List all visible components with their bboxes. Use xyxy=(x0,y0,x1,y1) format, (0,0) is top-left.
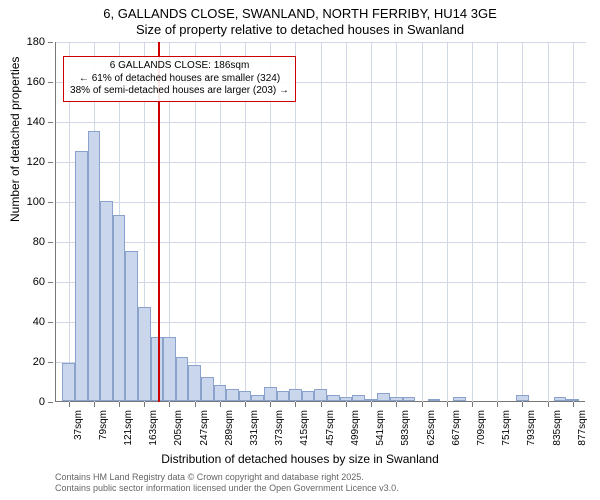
y-tick-label: 140 xyxy=(27,116,45,128)
histogram-bar xyxy=(340,397,353,401)
gridline-vertical xyxy=(396,42,397,402)
histogram-bar xyxy=(176,357,189,401)
annotation-line: 6 GALLANDS CLOSE: 186sqm xyxy=(70,60,289,73)
histogram-bar xyxy=(251,395,264,401)
x-tick-label: 835sqm xyxy=(552,410,563,446)
x-tick-label: 415sqm xyxy=(299,410,310,446)
histogram-bar xyxy=(62,363,75,401)
x-tick-label: 457sqm xyxy=(325,410,336,446)
histogram-chart: 6, GALLANDS CLOSE, SWANLAND, NORTH FERRI… xyxy=(0,0,600,500)
histogram-bar xyxy=(289,389,302,401)
histogram-bar xyxy=(365,399,378,401)
gridline-vertical xyxy=(422,42,423,402)
histogram-bar xyxy=(239,391,252,401)
gridline-vertical xyxy=(447,42,448,402)
x-tick-label: 163sqm xyxy=(148,410,159,446)
histogram-bar xyxy=(377,393,390,401)
histogram-bar xyxy=(566,399,579,401)
histogram-bar xyxy=(100,201,113,401)
histogram-bar xyxy=(264,387,277,401)
histogram-bar xyxy=(214,385,227,401)
histogram-bar xyxy=(277,391,290,401)
gridline-vertical xyxy=(472,42,473,402)
y-tick-label: 40 xyxy=(33,316,45,328)
annotation-line: ← 61% of detached houses are smaller (32… xyxy=(70,73,289,86)
histogram-bar xyxy=(314,389,327,401)
histogram-bar xyxy=(88,131,101,401)
x-tick-label: 373sqm xyxy=(274,410,285,446)
histogram-bar xyxy=(75,151,88,401)
histogram-bar xyxy=(113,215,126,401)
annotation-line: 38% of semi-detached houses are larger (… xyxy=(70,85,289,98)
x-tick-label: 247sqm xyxy=(199,410,210,446)
y-tick-label: 60 xyxy=(33,276,45,288)
histogram-bar xyxy=(403,397,416,401)
gridline-vertical xyxy=(573,42,574,402)
y-tick-label: 80 xyxy=(33,236,45,248)
gridline-vertical xyxy=(497,42,498,402)
chart-title-line1: 6, GALLANDS CLOSE, SWANLAND, NORTH FERRI… xyxy=(0,6,600,21)
x-tick-label: 877sqm xyxy=(577,410,588,446)
gridline-vertical xyxy=(371,42,372,402)
x-tick-label: 79sqm xyxy=(98,410,109,446)
y-tick-label: 20 xyxy=(33,356,45,368)
y-tick-label: 180 xyxy=(27,36,45,48)
histogram-bar xyxy=(352,395,365,401)
attribution-text: Contains HM Land Registry data © Crown c… xyxy=(55,472,399,494)
x-tick-label: 499sqm xyxy=(350,410,361,446)
annotation-box: 6 GALLANDS CLOSE: 186sqm← 61% of detache… xyxy=(63,56,296,102)
gridline-vertical xyxy=(522,42,523,402)
x-tick-label: 205sqm xyxy=(173,410,184,446)
histogram-bar xyxy=(554,397,567,401)
histogram-bar xyxy=(201,377,214,401)
gridline-vertical xyxy=(346,42,347,402)
attribution-line1: Contains HM Land Registry data © Crown c… xyxy=(55,472,399,483)
y-tick-label: 160 xyxy=(27,76,45,88)
y-tick-label: 120 xyxy=(27,156,45,168)
histogram-bar xyxy=(151,337,164,401)
gridline-vertical xyxy=(321,42,322,402)
x-tick-label: 751sqm xyxy=(501,410,512,446)
x-tick-label: 331sqm xyxy=(249,410,260,446)
gridline-vertical xyxy=(548,42,549,402)
x-tick-label: 709sqm xyxy=(476,410,487,446)
histogram-bar xyxy=(125,251,138,401)
x-tick-label: 667sqm xyxy=(451,410,462,446)
x-axis-title: Distribution of detached houses by size … xyxy=(0,452,600,466)
chart-title-line2: Size of property relative to detached ho… xyxy=(0,22,600,37)
histogram-bar xyxy=(188,365,201,401)
x-tick-label: 541sqm xyxy=(375,410,386,446)
x-tick-label: 583sqm xyxy=(400,410,411,446)
histogram-bar xyxy=(226,389,239,401)
histogram-bar xyxy=(453,397,466,401)
x-tick-label: 121sqm xyxy=(123,410,134,446)
x-tick-label: 625sqm xyxy=(426,410,437,446)
y-axis-title: Number of detached properties xyxy=(8,57,22,222)
histogram-bar xyxy=(327,395,340,401)
x-tick-label: 37sqm xyxy=(73,410,84,446)
histogram-bar xyxy=(302,391,315,401)
x-tick-label: 289sqm xyxy=(224,410,235,446)
histogram-bar xyxy=(516,395,529,401)
histogram-bar xyxy=(163,337,176,401)
histogram-bar xyxy=(390,397,403,401)
attribution-line2: Contains public sector information licen… xyxy=(55,483,399,494)
histogram-bar xyxy=(138,307,151,401)
y-tick-label: 100 xyxy=(27,196,45,208)
x-tick-label: 793sqm xyxy=(526,410,537,446)
y-tick-label: 0 xyxy=(39,396,45,408)
histogram-bar xyxy=(428,399,441,401)
plot-area: 02040608010012014016018037sqm79sqm121sqm… xyxy=(55,42,585,402)
